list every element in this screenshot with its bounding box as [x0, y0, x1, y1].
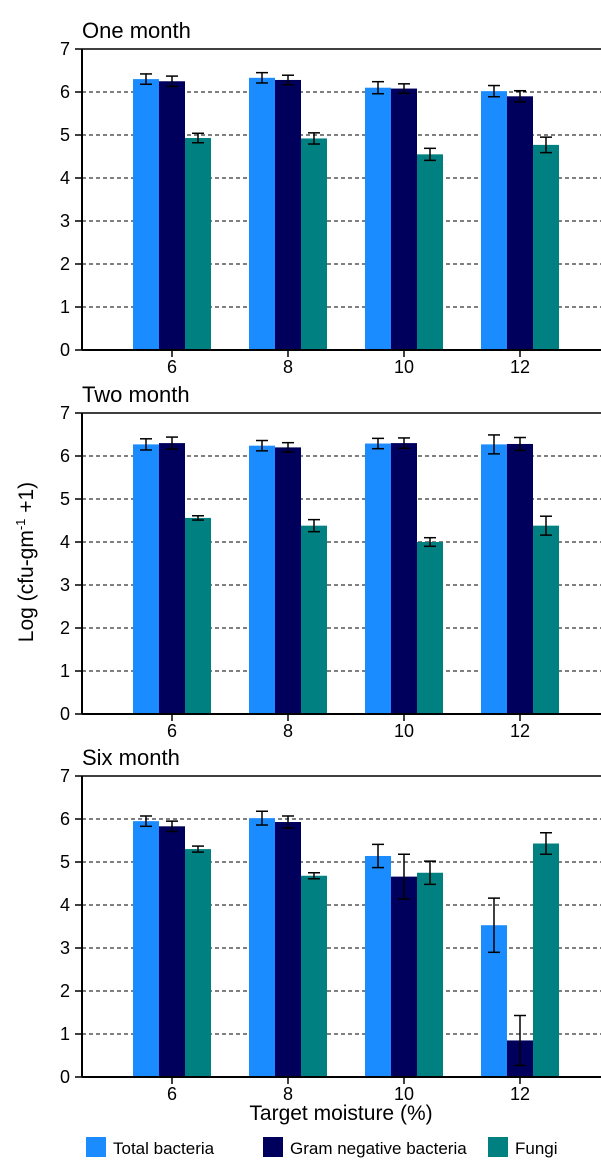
bar-total-bacteria [365, 87, 391, 350]
x-tick-label: 10 [394, 721, 414, 741]
legend-item: Total bacteria [86, 1137, 215, 1158]
y-tick-label: 7 [60, 766, 70, 786]
y-tick-label: 7 [60, 403, 70, 423]
x-tick-label: 10 [394, 1084, 414, 1104]
x-tick-label: 8 [283, 721, 293, 741]
bar-total-bacteria [133, 79, 159, 350]
bar-fungi [301, 138, 327, 350]
bar-gram-negative-bacteria [507, 96, 533, 350]
y-axis-label: Log (cfu-gm-1 +1) [13, 482, 38, 642]
x-axis-label: Target moisture (%) [249, 1102, 432, 1125]
bar-gram-negative-bacteria [275, 79, 301, 351]
x-tick-label: 12 [510, 721, 530, 741]
bar-gram-negative-bacteria [275, 822, 301, 1077]
y-tick-label: 4 [60, 895, 70, 915]
y-tick-label: 3 [60, 575, 70, 595]
y-tick-label: 5 [60, 489, 70, 509]
legend-label: Total bacteria [113, 1139, 215, 1158]
bar-total-bacteria [133, 821, 159, 1077]
bar-gram-negative-bacteria [275, 447, 301, 714]
y-tick-label: 1 [60, 1024, 70, 1044]
bar-fungi [417, 154, 443, 350]
legend-label: Fungi [515, 1139, 558, 1158]
x-tick-label: 6 [167, 1084, 177, 1104]
y-tick-label: 3 [60, 938, 70, 958]
y-tick-label: 6 [60, 809, 70, 829]
legend-swatch [86, 1137, 106, 1157]
bar-fungi [185, 517, 211, 714]
y-tick-label: 0 [60, 1067, 70, 1087]
x-tick-label: 8 [283, 1084, 293, 1104]
panel-title: One month [82, 18, 191, 43]
bar-gram-negative-bacteria [159, 826, 185, 1077]
bar-fungi [417, 872, 443, 1077]
y-axis-label-suffix: +1) [15, 482, 38, 519]
panel-title: Two month [82, 382, 190, 407]
bar-total-bacteria [249, 445, 275, 714]
bar-fungi [533, 144, 559, 350]
bar-total-bacteria [365, 443, 391, 714]
y-tick-label: 4 [60, 168, 70, 188]
legend-item: Fungi [488, 1137, 558, 1158]
bar-fungi [301, 525, 327, 714]
bar-total-bacteria [133, 444, 159, 714]
y-tick-label: 6 [60, 82, 70, 102]
bar-total-bacteria [481, 91, 507, 350]
y-tick-label: 0 [60, 340, 70, 360]
x-tick-label: 6 [167, 357, 177, 377]
legend-label: Gram negative bacteria [290, 1139, 467, 1158]
x-tick-label: 12 [510, 1084, 530, 1104]
legend-swatch [263, 1137, 283, 1157]
bar-fungi [533, 843, 559, 1077]
bar-fungi [533, 525, 559, 714]
bar-gram-negative-bacteria [507, 443, 533, 714]
x-tick-label: 6 [167, 721, 177, 741]
y-tick-label: 5 [60, 852, 70, 872]
bar-gram-negative-bacteria [391, 88, 417, 350]
y-tick-label: 6 [60, 446, 70, 466]
x-tick-label: 10 [394, 357, 414, 377]
bar-fungi [301, 875, 327, 1077]
panel-title: Six month [82, 745, 180, 770]
bar-fungi [185, 138, 211, 350]
y-tick-label: 0 [60, 704, 70, 724]
y-axis-label-main: Log (cfu-gm [15, 530, 38, 642]
x-tick-label: 12 [510, 357, 530, 377]
bar-gram-negative-bacteria [391, 443, 417, 714]
bar-gram-negative-bacteria [159, 81, 185, 350]
y-tick-label: 4 [60, 532, 70, 552]
y-tick-label: 2 [60, 618, 70, 638]
bar-total-bacteria [249, 818, 275, 1077]
bar-fungi [417, 542, 443, 714]
bar-total-bacteria [249, 77, 275, 350]
y-axis-label-superscript: -1 [13, 519, 28, 531]
bar-fungi [185, 849, 211, 1077]
y-tick-label: 3 [60, 211, 70, 231]
bar-total-bacteria [365, 855, 391, 1077]
legend-swatch [488, 1137, 508, 1157]
y-tick-label: 2 [60, 254, 70, 274]
x-tick-label: 8 [283, 357, 293, 377]
legend-item: Gram negative bacteria [263, 1137, 467, 1158]
y-tick-label: 5 [60, 125, 70, 145]
y-tick-label: 7 [60, 39, 70, 59]
y-tick-label: 2 [60, 981, 70, 1001]
y-tick-label: 1 [60, 297, 70, 317]
y-tick-label: 1 [60, 661, 70, 681]
bar-gram-negative-bacteria [391, 876, 417, 1077]
bar-total-bacteria [481, 444, 507, 714]
bar-gram-negative-bacteria [159, 443, 185, 714]
